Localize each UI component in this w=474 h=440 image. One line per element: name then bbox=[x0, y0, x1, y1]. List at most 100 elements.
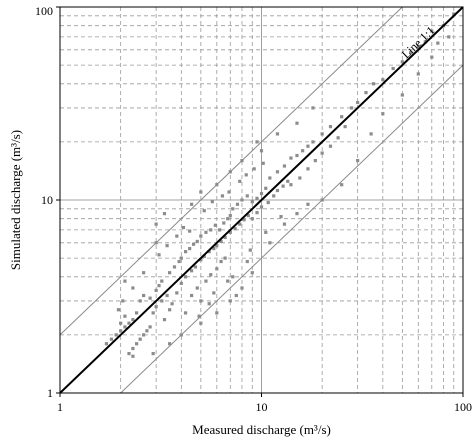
data-point bbox=[306, 144, 310, 148]
y-tick-label: 1 bbox=[47, 386, 53, 400]
data-point bbox=[242, 218, 246, 222]
data-point bbox=[199, 190, 203, 194]
data-point bbox=[233, 227, 237, 231]
data-point bbox=[272, 194, 276, 198]
data-point bbox=[240, 286, 244, 290]
data-point bbox=[199, 299, 203, 303]
data-point bbox=[238, 222, 242, 226]
data-point bbox=[168, 342, 172, 346]
data-point bbox=[215, 244, 219, 248]
bound-line bbox=[120, 64, 464, 394]
data-point bbox=[190, 269, 194, 273]
data-point bbox=[231, 275, 235, 279]
data-points bbox=[104, 12, 456, 358]
data-point bbox=[131, 318, 135, 322]
data-point bbox=[250, 271, 254, 275]
data-point bbox=[204, 230, 208, 234]
data-point bbox=[121, 299, 125, 303]
data-point bbox=[135, 342, 139, 346]
data-point bbox=[320, 151, 324, 155]
y-axis-ticks: 1 10 100 bbox=[35, 4, 60, 400]
data-point bbox=[364, 91, 368, 95]
data-point bbox=[436, 41, 440, 45]
data-point bbox=[123, 325, 127, 329]
data-point bbox=[131, 286, 135, 290]
data-point bbox=[148, 296, 152, 300]
data-point bbox=[213, 223, 217, 227]
data-point bbox=[286, 179, 290, 183]
data-point bbox=[207, 302, 211, 306]
data-point bbox=[119, 321, 123, 325]
data-point bbox=[371, 82, 376, 86]
data-point bbox=[131, 354, 135, 358]
data-point bbox=[219, 259, 223, 264]
data-point bbox=[202, 254, 206, 259]
x-axis-ticks: 1 10 100 bbox=[57, 393, 472, 414]
bound-line bbox=[59, 6, 403, 336]
data-point bbox=[119, 329, 123, 333]
data-point bbox=[255, 196, 259, 200]
y-axis-title: Simulated discharge (m³/s) bbox=[8, 130, 23, 270]
data-point bbox=[295, 121, 299, 125]
data-point bbox=[215, 267, 219, 271]
data-point bbox=[123, 314, 127, 318]
data-point bbox=[220, 194, 225, 198]
data-point bbox=[295, 212, 299, 216]
data-point bbox=[416, 72, 420, 76]
data-point bbox=[306, 167, 310, 171]
data-point bbox=[295, 153, 299, 158]
data-point bbox=[240, 198, 244, 202]
data-point bbox=[336, 136, 340, 140]
data-point bbox=[162, 318, 167, 322]
data-point bbox=[245, 194, 249, 198]
data-point bbox=[104, 342, 109, 346]
data-point bbox=[340, 115, 344, 119]
data-point bbox=[183, 275, 188, 279]
data-point bbox=[279, 215, 283, 219]
data-point bbox=[212, 291, 216, 295]
data-point bbox=[172, 265, 177, 269]
data-point bbox=[157, 253, 161, 257]
data-point bbox=[209, 228, 213, 232]
data-point bbox=[188, 247, 192, 251]
data-point bbox=[452, 12, 456, 16]
data-point bbox=[356, 100, 360, 105]
data-point bbox=[160, 299, 164, 303]
data-point bbox=[343, 125, 347, 129]
data-point bbox=[148, 325, 152, 329]
data-point bbox=[223, 235, 227, 240]
data-point bbox=[162, 212, 167, 216]
data-point bbox=[275, 170, 280, 174]
data-point bbox=[228, 214, 232, 218]
data-point bbox=[199, 234, 203, 238]
data-point bbox=[188, 229, 192, 233]
data-point bbox=[244, 173, 248, 177]
data-point bbox=[215, 311, 219, 315]
data-point bbox=[268, 176, 272, 180]
data-point bbox=[447, 35, 451, 39]
data-point bbox=[191, 242, 196, 246]
data-point bbox=[226, 279, 230, 283]
data-point bbox=[234, 293, 238, 298]
data-point bbox=[301, 149, 305, 153]
data-point bbox=[170, 302, 174, 306]
data-point bbox=[416, 45, 420, 49]
x-tick-label: 100 bbox=[454, 400, 472, 414]
data-point bbox=[400, 93, 404, 97]
data-point bbox=[219, 239, 223, 244]
data-point bbox=[381, 112, 385, 116]
data-point bbox=[135, 311, 139, 315]
data-point bbox=[138, 337, 142, 341]
data-point bbox=[228, 230, 232, 234]
data-point bbox=[195, 239, 199, 244]
data-point bbox=[289, 183, 293, 187]
data-point bbox=[210, 200, 214, 204]
data-point bbox=[190, 202, 194, 206]
data-point bbox=[250, 200, 254, 204]
data-point bbox=[183, 250, 188, 254]
data-point bbox=[264, 186, 268, 190]
data-point bbox=[114, 333, 118, 337]
data-point bbox=[298, 176, 302, 180]
data-point bbox=[142, 293, 146, 298]
